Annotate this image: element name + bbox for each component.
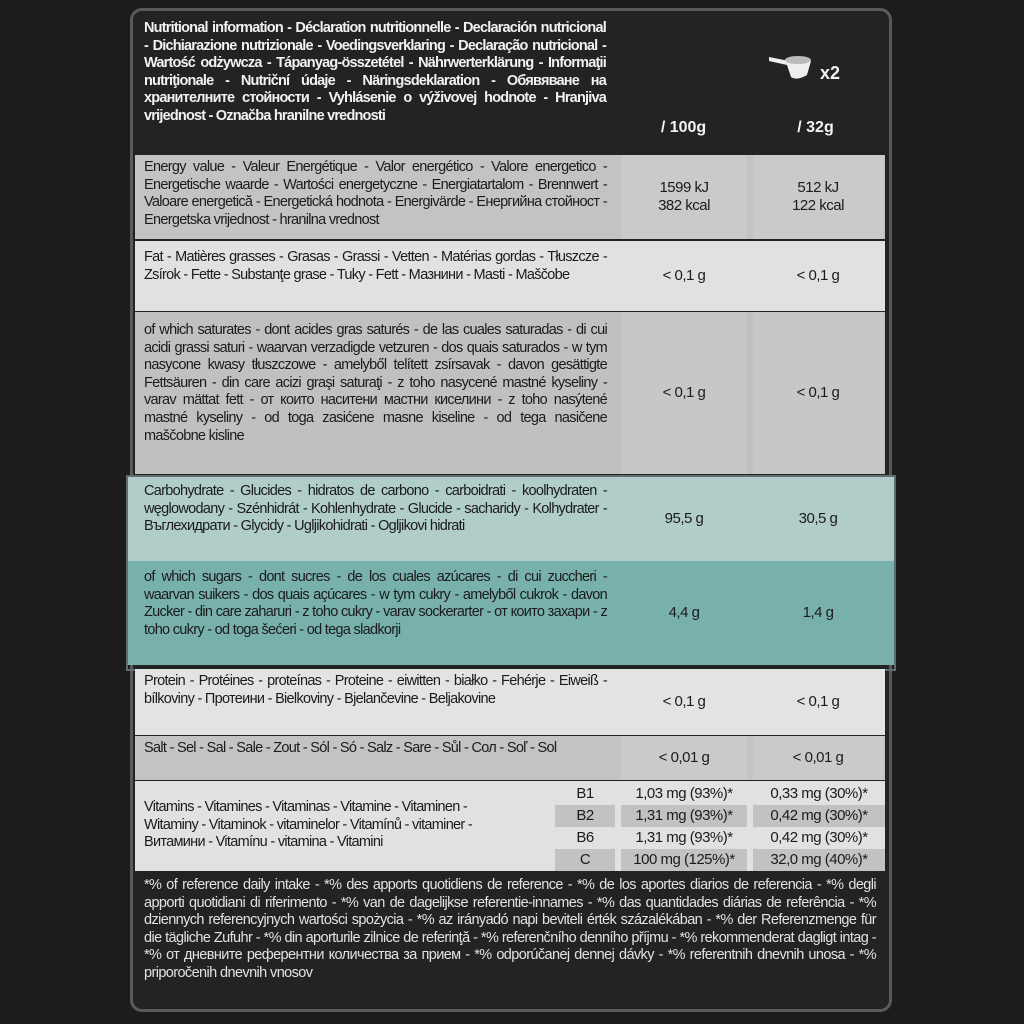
row-label: Vitamins - Vitamines - Vitaminas - Vitam… xyxy=(144,799,473,851)
row-label: of which sugars - dont sucres - de los c… xyxy=(144,569,608,638)
value-serving: 0,42 mg (30%)* xyxy=(753,805,885,827)
value-serving: < 0,01 g xyxy=(753,736,883,780)
column-header-100g: / 100g xyxy=(660,119,707,136)
value-100g: 1,03 mg (93%)* xyxy=(635,785,733,802)
scoop-icon xyxy=(767,51,847,96)
value-serving: < 0,1 g xyxy=(753,312,883,474)
row-saturates: of which saturates - dont acides gras sa… xyxy=(135,312,885,474)
value-100g: < 0,1 g xyxy=(662,267,706,284)
vitamin-name: B6 xyxy=(576,829,594,846)
vitamin-b2: B2 1,31 mg (93%)* 0,42 mg (30%)* xyxy=(555,805,885,827)
value-100g: 1,31 mg (93%)* xyxy=(621,805,747,827)
row-label: Fat - Matières grasses - Grasas - Grassi… xyxy=(144,249,608,283)
value-serving: 32,0 mg (40%)* xyxy=(753,849,885,871)
value-serving: < 0,1 g xyxy=(796,267,840,284)
row-label: Energy value - Valeur Energétique - Valo… xyxy=(144,159,608,228)
footnote: *% of reference daily intake - *% des ap… xyxy=(144,877,877,981)
row-fat: Fat - Matières grasses - Grasas - Grassi… xyxy=(135,241,885,311)
row-protein: Protein - Protéines - proteínas - Protei… xyxy=(135,669,885,735)
value-100g: 100 mg (125%)* xyxy=(621,849,747,871)
value-100g: < 0,1 g xyxy=(662,693,706,710)
row-sugars: of which sugars - dont sucres - de los c… xyxy=(128,561,894,665)
row-carbohydrate: Carbohydrate - Glucides - hidratos de ca… xyxy=(128,477,894,561)
value-serving: 0,42 mg (30%)* xyxy=(770,829,868,846)
value-100g: 1,31 mg (93%)* xyxy=(635,829,733,846)
vitamin-b6: B6 1,31 mg (93%)* 0,42 mg (30%)* xyxy=(555,827,885,849)
row-energy: Energy value - Valeur Energétique - Valo… xyxy=(135,155,885,239)
row-label: Protein - Protéines - proteínas - Protei… xyxy=(144,673,608,707)
value-100g: < 0,01 g xyxy=(621,736,747,780)
value-100g: < 0,1 g xyxy=(621,312,747,474)
row-vitamins: Vitamins - Vitamines - Vitaminas - Vitam… xyxy=(135,781,885,871)
row-salt: Salt - Sel - Sal - Sale - Zout - Sól - S… xyxy=(135,736,885,780)
value-serving: 1,4 g xyxy=(802,604,834,621)
label-header: Nutritional information - Déclaration nu… xyxy=(133,11,889,156)
row-label: Salt - Sel - Sal - Sale - Zout - Sól - S… xyxy=(144,740,557,756)
vitamin-name: B2 xyxy=(555,805,615,827)
nutrition-label: Nutritional information - Déclaration nu… xyxy=(126,8,896,1012)
vitamin-name: C xyxy=(555,849,615,871)
value-100g: 1599 kJ 382 kcal xyxy=(621,155,747,239)
row-label: Carbohydrate - Glucides - hidratos de ca… xyxy=(144,483,608,535)
value-serving: < 0,1 g xyxy=(796,693,840,710)
serving-multiplier: x2 xyxy=(820,63,841,83)
vitamin-name: B1 xyxy=(576,785,594,802)
column-header-serving: / 32g xyxy=(797,119,834,136)
value-100g: 4,4 g xyxy=(668,604,700,621)
header-title: Nutritional information - Déclaration nu… xyxy=(144,20,607,124)
value-serving: 512 kJ 122 kcal xyxy=(753,155,883,239)
vitamin-b1: B1 1,03 mg (93%)* 0,33 mg (30%)* xyxy=(555,783,885,805)
value-100g: 95,5 g xyxy=(664,510,704,527)
value-serving: 30,5 g xyxy=(798,510,838,527)
value-serving: 0,33 mg (30%)* xyxy=(770,785,868,802)
vitamin-c: C 100 mg (125%)* 32,0 mg (40%)* xyxy=(555,849,885,871)
row-label: of which saturates - dont acides gras sa… xyxy=(144,322,608,444)
